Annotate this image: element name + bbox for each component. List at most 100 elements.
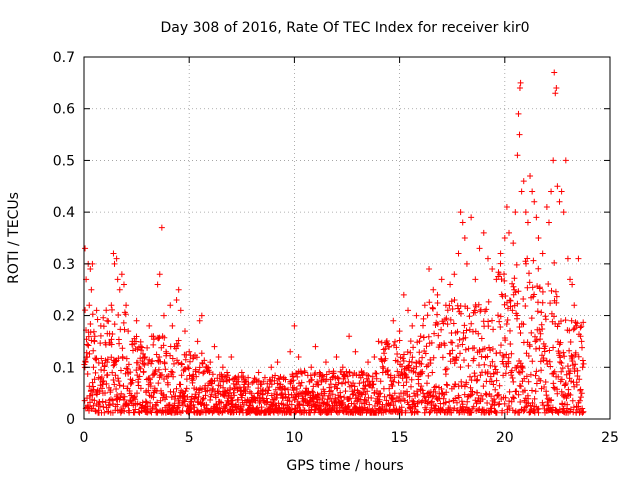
data-point [400, 291, 407, 298]
data-point [97, 322, 104, 329]
data-point [573, 322, 580, 329]
data-point [539, 250, 546, 257]
data-point [524, 219, 531, 226]
data-point [125, 328, 132, 335]
data-point [133, 317, 140, 324]
data-point [196, 317, 203, 324]
data-point [358, 369, 365, 376]
data-point [512, 209, 519, 216]
data-point [142, 353, 149, 360]
data-point [312, 343, 319, 350]
data-point [160, 312, 167, 319]
data-point [484, 255, 491, 262]
data-point [463, 260, 470, 267]
data-point [245, 374, 252, 381]
data-point [430, 286, 437, 293]
data-point [510, 240, 517, 247]
data-point [489, 266, 496, 273]
data-point [558, 188, 565, 195]
data-point [352, 348, 359, 355]
data-point [365, 359, 372, 366]
axis-ticks: 0 0.1 0.2 0.3 0.4 0.5 0.6 0.7 0 5 10 15 20 25 [53, 50, 619, 446]
x-tick-label: 15 [391, 430, 409, 446]
data-point [409, 322, 416, 329]
x-tick-label: 10 [285, 430, 303, 446]
y-tick-label: 0 [66, 412, 75, 428]
data-point [93, 307, 100, 314]
data-point [480, 229, 487, 236]
data-point [554, 183, 561, 190]
data-point [280, 374, 287, 381]
data-point [556, 198, 563, 205]
grid-lines [84, 57, 610, 419]
y-tick-label: 0.6 [53, 102, 75, 118]
data-point [545, 219, 552, 226]
data-point [522, 209, 529, 216]
data-point [84, 353, 91, 360]
data-point [171, 343, 178, 350]
data-point [228, 353, 235, 360]
data-point [413, 312, 420, 319]
data-point [116, 286, 123, 293]
data-point [268, 364, 275, 371]
data-point [177, 307, 184, 314]
data-point [219, 364, 226, 371]
data-point [154, 281, 161, 288]
data-point [569, 281, 576, 288]
data-point [198, 312, 205, 319]
y-tick-label: 0.1 [53, 360, 75, 376]
x-tick-label: 20 [496, 430, 514, 446]
data-point [438, 276, 445, 283]
data-point [493, 276, 500, 283]
data-point [86, 302, 93, 309]
data-point [379, 369, 386, 376]
data-point [224, 369, 231, 376]
data-point [567, 276, 574, 283]
data-point [111, 260, 118, 267]
data-point [211, 343, 218, 350]
data-point [518, 188, 525, 195]
data-point [417, 333, 424, 340]
data-point [468, 214, 475, 221]
data-point [455, 250, 462, 257]
data-point [207, 359, 214, 366]
data-point [346, 333, 353, 340]
data-point [386, 343, 393, 350]
data-point [129, 338, 136, 345]
data-point [158, 224, 165, 231]
data-point [501, 235, 508, 241]
data-point [82, 245, 89, 252]
data-point [548, 188, 555, 195]
roti-noise-cloud [81, 255, 587, 416]
x-tick-label: 5 [185, 430, 194, 446]
data-point [579, 364, 586, 371]
data-point [91, 338, 98, 345]
data-point [113, 255, 120, 262]
data-point [173, 297, 180, 304]
data-point [287, 348, 294, 355]
data-point [442, 302, 449, 309]
x-axis-label: GPS time / hours [286, 458, 403, 474]
data-point [564, 255, 571, 262]
data-point [104, 317, 111, 324]
data-point [571, 302, 578, 309]
data-point [215, 353, 222, 360]
data-point [550, 157, 557, 164]
data-point [194, 338, 201, 345]
data-point [169, 322, 176, 329]
data-point [137, 343, 144, 350]
x-tick-label: 0 [80, 430, 89, 446]
data-point [108, 302, 115, 309]
data-point [529, 188, 536, 195]
data-point [515, 110, 522, 117]
data-point [87, 266, 94, 273]
data-point [553, 85, 560, 92]
data-point [527, 172, 534, 179]
data-point [434, 291, 441, 298]
data-point [476, 245, 483, 252]
data-point [110, 250, 117, 257]
data-point [503, 203, 510, 210]
data-point [551, 69, 558, 76]
data-point [99, 390, 106, 397]
